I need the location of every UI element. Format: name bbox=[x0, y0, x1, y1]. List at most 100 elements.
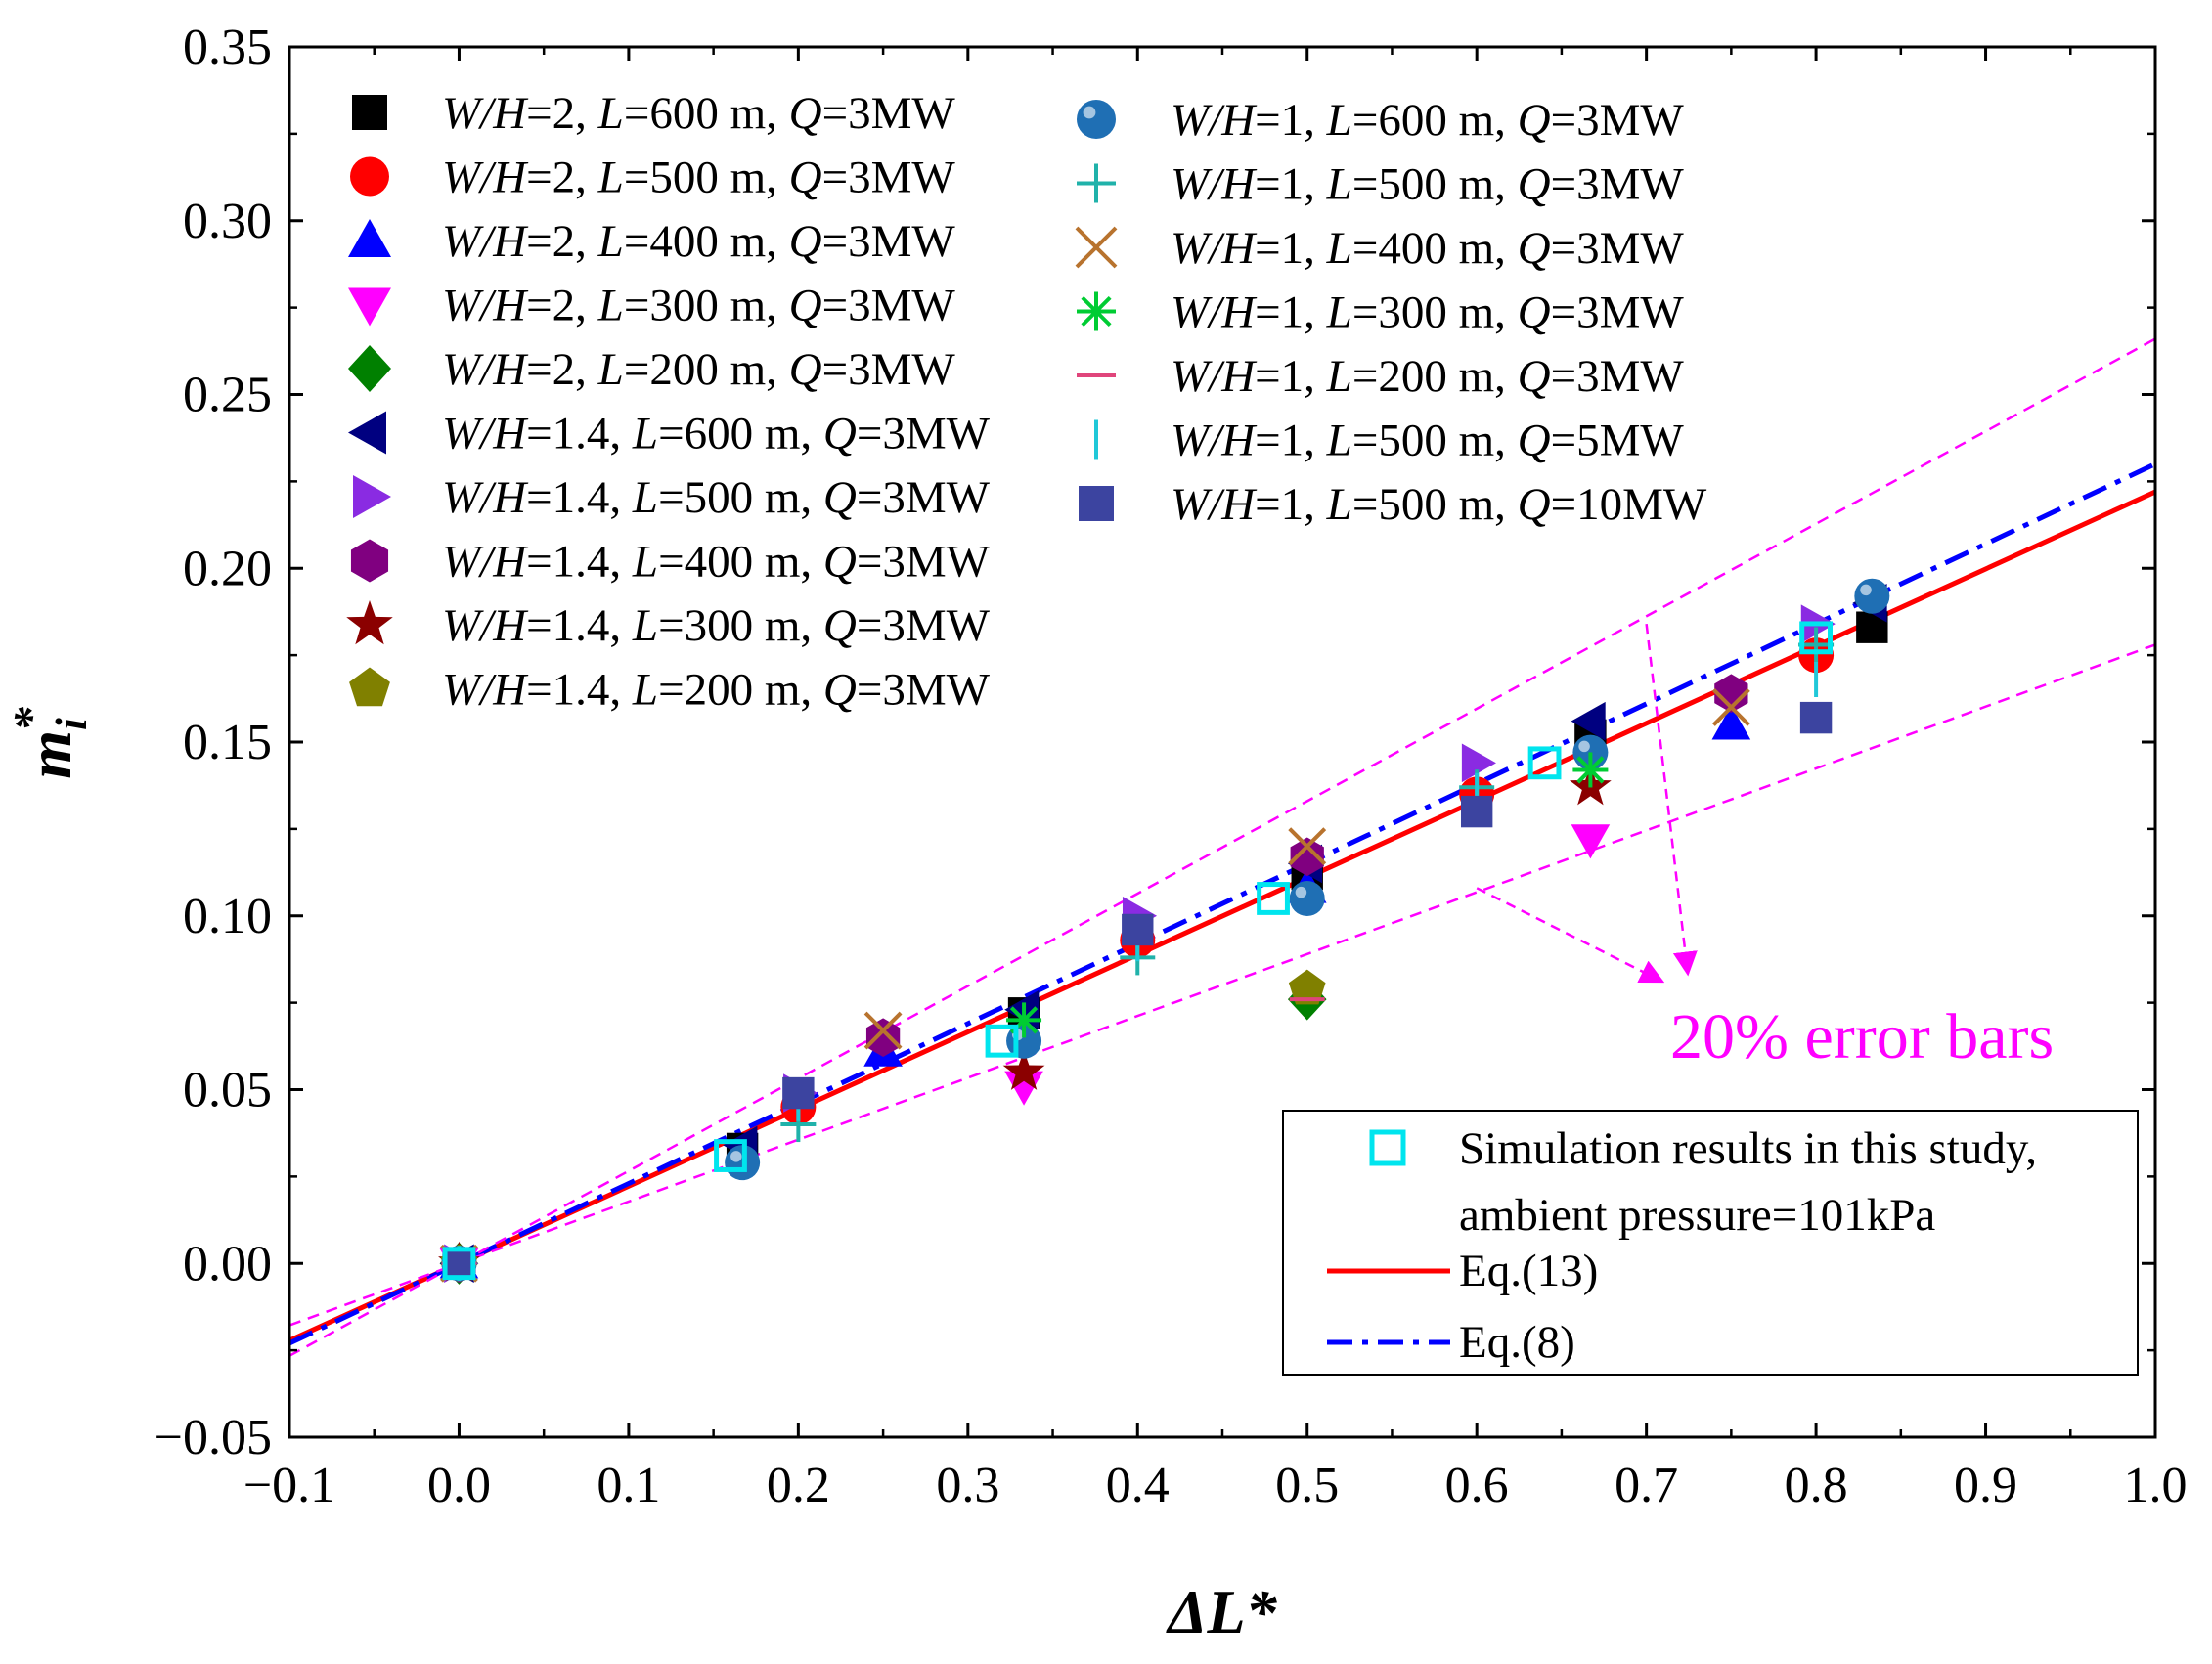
line-eq-8 bbox=[289, 461, 2155, 1346]
point-s5-4 bbox=[1571, 701, 1606, 741]
x-axis-title: ΔL* bbox=[1165, 1577, 1277, 1646]
y-axis-title-subscript: i bbox=[46, 718, 96, 730]
annotation-arrow-lower bbox=[1476, 887, 1665, 984]
legend-item-w-h-1-4-l-500-m-q-3mw: W/H=1.4, L=500 m, Q=3MW bbox=[353, 472, 991, 523]
fit-lines bbox=[289, 337, 2155, 1357]
data-points bbox=[438, 578, 1890, 1285]
legend-item-w-h-1-4-l-400-m-q-3mw: W/H=1.4, L=400 m, Q=3MW bbox=[350, 537, 991, 588]
point-s3-2 bbox=[1571, 824, 1611, 859]
legend-label: W/H=2, L=400 m, Q=3MW bbox=[442, 216, 955, 267]
point-s17-5 bbox=[1799, 621, 1833, 655]
legend: W/H=2, L=600 m, Q=3MW W/H=2, L=500 m, Q=3… bbox=[346, 88, 1707, 716]
x-tick-label: 1.0 bbox=[2124, 1458, 2188, 1513]
legend-item-w-h-1-l-500-m-q-5mw: W/H=1, L=500 m, Q=5MW bbox=[1094, 416, 1684, 466]
y-tick-label: 0.10 bbox=[183, 889, 272, 944]
y-axis-title: mi* bbox=[3, 706, 96, 779]
legend-label: W/H=1, L=600 m, Q=3MW bbox=[1171, 95, 1684, 146]
point-s16-3 bbox=[1460, 795, 1493, 828]
x-tick-label: −0.1 bbox=[243, 1458, 335, 1513]
y-tick-label: 0.15 bbox=[183, 715, 272, 770]
x-tick-label: 0.1 bbox=[597, 1458, 660, 1513]
x-tick-label: 0.6 bbox=[1445, 1458, 1509, 1513]
point-s16-4 bbox=[1799, 701, 1833, 734]
legend-item-w-h-1-4-l-200-m-q-3mw: W/H=1.4, L=200 m, Q=3MW bbox=[349, 665, 991, 716]
legend-marker-w-h-2-l-200-m-q-3mw bbox=[348, 345, 391, 392]
legend-label: W/H=1.4, L=500 m, Q=3MW bbox=[442, 472, 991, 523]
y-tick-label: −0.05 bbox=[155, 1410, 272, 1466]
y-tick-label: 0.20 bbox=[183, 541, 272, 596]
point-s7-1 bbox=[865, 1018, 901, 1057]
legend-item-w-h-2-l-300-m-q-3mw: W/H=2, L=300 m, Q=3MW bbox=[348, 281, 955, 331]
legend-marker-w-h-1-4-l-300-m-q-3mw bbox=[346, 600, 393, 645]
fit-legend-frame bbox=[1282, 1110, 2139, 1376]
fit-legend-box: Simulation results in this study, ambient… bbox=[1282, 1110, 2139, 1376]
x-tick-label: 0.4 bbox=[1106, 1458, 1170, 1513]
legend-marker-w-h-1-4-l-400-m-q-3mw bbox=[350, 539, 389, 583]
legend-marker-simulation bbox=[1369, 1129, 1406, 1166]
legend-label: W/H=1, L=200 m, Q=3MW bbox=[1171, 351, 1684, 402]
legend-label: W/H=1, L=500 m, Q=10MW bbox=[1171, 479, 1707, 530]
legend-item-eq-13: Eq.(13) bbox=[1327, 1246, 1598, 1296]
legend-label: W/H=1, L=500 m, Q=5MW bbox=[1171, 416, 1684, 466]
point-s10-3 bbox=[1289, 880, 1325, 916]
legend-label-eq: Eq.(8) bbox=[1459, 1317, 1575, 1368]
x-tick-label: 0.2 bbox=[767, 1458, 830, 1513]
legend-item-w-h-1-l-500-m-q-10mw: W/H=1, L=500 m, Q=10MW bbox=[1079, 479, 1707, 530]
legend-item-w-h-2-l-400-m-q-3mw: W/H=2, L=400 m, Q=3MW bbox=[348, 216, 955, 267]
legend-marker-w-h-1-l-300-m-q-3mw bbox=[1077, 291, 1116, 331]
legend-label-simulation: ambient pressure=101kPa bbox=[1459, 1190, 1935, 1241]
legend-label: W/H=1, L=500 m, Q=3MW bbox=[1171, 159, 1684, 210]
point-s13-1 bbox=[1006, 1002, 1042, 1038]
legend-label-simulation: Simulation results in this study, bbox=[1459, 1123, 2037, 1174]
legend-item-eq-8: Eq.(8) bbox=[1327, 1317, 1575, 1368]
error-bar-annotation: 20% error bars bbox=[1476, 623, 2054, 1073]
point-s9-1 bbox=[1288, 969, 1326, 1005]
legend-label: W/H=2, L=300 m, Q=3MW bbox=[442, 281, 955, 331]
legend-item-w-h-2-l-600-m-q-3mw: W/H=2, L=600 m, Q=3MW bbox=[352, 88, 955, 139]
y-tick-label: 0.05 bbox=[183, 1063, 272, 1118]
legend-label: W/H=2, L=500 m, Q=3MW bbox=[442, 153, 955, 203]
legend-item-w-h-1-l-600-m-q-3mw: W/H=1, L=600 m, Q=3MW bbox=[1077, 95, 1684, 146]
legend-marker-w-h-1-4-l-600-m-q-3mw bbox=[348, 411, 386, 455]
y-tick-label: 0.30 bbox=[183, 194, 272, 249]
point-s12-2 bbox=[1288, 827, 1327, 866]
x-tick-label: 0.8 bbox=[1785, 1458, 1848, 1513]
legend-label: W/H=1, L=400 m, Q=3MW bbox=[1171, 223, 1684, 274]
point-s16-2 bbox=[1122, 913, 1154, 946]
legend-marker-w-h-2-l-600-m-q-3mw bbox=[352, 95, 387, 130]
x-tick-label: 0.7 bbox=[1615, 1458, 1678, 1513]
point-s6-3 bbox=[1461, 743, 1496, 783]
legend-label: W/H=1.4, L=600 m, Q=3MW bbox=[442, 409, 991, 460]
x-tick-label: 0.9 bbox=[1954, 1458, 2017, 1513]
point-s16-0 bbox=[443, 1248, 475, 1280]
point-s17-0 bbox=[442, 1247, 476, 1281]
point-s17-1 bbox=[714, 1139, 747, 1172]
legend-label: W/H=2, L=600 m, Q=3MW bbox=[442, 88, 955, 139]
y-axis-title-superscript: * bbox=[3, 706, 58, 731]
legend-marker-w-h-1-l-500-m-q-3mw bbox=[1077, 163, 1116, 203]
y-axis-title-base: m bbox=[15, 730, 84, 779]
point-s2-3 bbox=[1711, 705, 1751, 740]
line-upper-20-error-bar bbox=[289, 337, 2155, 1357]
y-tick-label: 0.35 bbox=[183, 20, 272, 75]
point-s8-1 bbox=[1002, 1050, 1045, 1090]
legend-item-w-h-1-4-l-600-m-q-3mw: W/H=1.4, L=600 m, Q=3MW bbox=[348, 409, 991, 460]
legend-item-w-h-2-l-200-m-q-3mw: W/H=2, L=200 m, Q=3MW bbox=[348, 344, 955, 395]
point-s7-2 bbox=[1290, 837, 1324, 877]
point-s7-3 bbox=[1714, 674, 1748, 714]
legend-label: W/H=1.4, L=400 m, Q=3MW bbox=[442, 537, 991, 588]
point-s17-3 bbox=[1257, 882, 1290, 915]
x-tick-label: 0.5 bbox=[1275, 1458, 1339, 1513]
legend-item-w-h-1-l-200-m-q-3mw: W/H=1, L=200 m, Q=3MW bbox=[1077, 351, 1684, 402]
legend-label: W/H=1.4, L=200 m, Q=3MW bbox=[442, 665, 991, 716]
legend-marker-w-h-1-l-500-m-q-10mw bbox=[1079, 486, 1114, 521]
legend-item-simulation: Simulation results in this study, ambient… bbox=[1369, 1123, 2037, 1241]
axes: −0.1 0.0 0.1 0.2 0.3 0.4 0.5 0.6 0.7 0.8 0.9 1.0 −0.… bbox=[155, 20, 2188, 1513]
legend-marker-w-h-2-l-300-m-q-3mw bbox=[348, 287, 391, 327]
y-tick-label: 0.25 bbox=[183, 368, 272, 423]
legend-marker-w-h-1-4-l-200-m-q-3mw bbox=[349, 667, 390, 707]
y-tick-label: 0.00 bbox=[183, 1236, 272, 1292]
legend-label: W/H=2, L=200 m, Q=3MW bbox=[442, 344, 955, 395]
legend-item-w-h-1-l-300-m-q-3mw: W/H=1, L=300 m, Q=3MW bbox=[1077, 287, 1684, 338]
point-s13-2 bbox=[1572, 752, 1609, 788]
